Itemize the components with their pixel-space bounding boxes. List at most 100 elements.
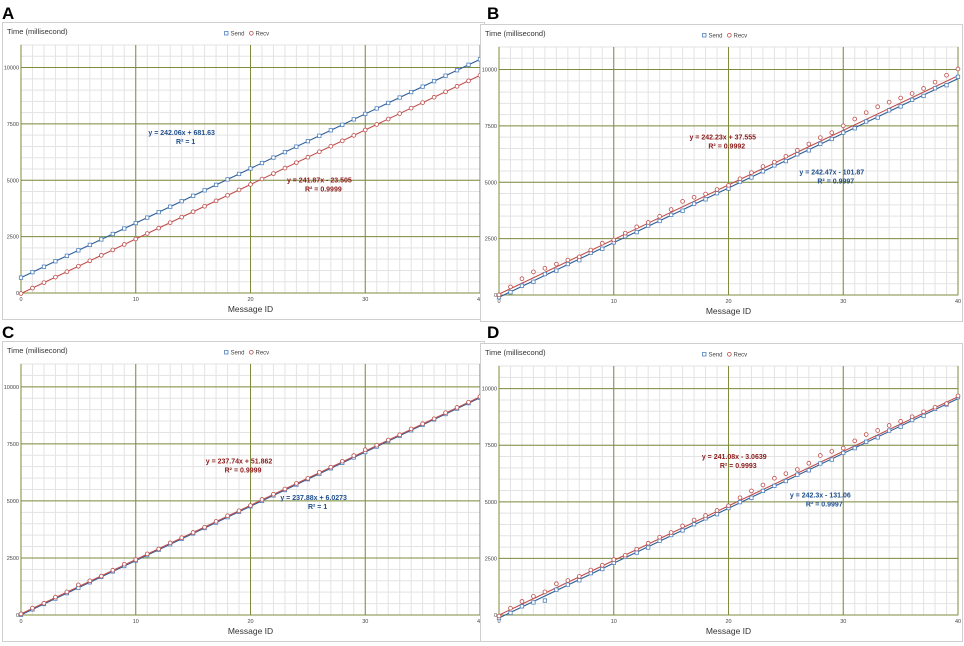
data-point-send [657,218,662,224]
data-point-send [818,141,823,146]
data-point-recv [714,187,720,192]
data-point-send [259,160,265,166]
data-point-recv [932,79,938,85]
x-tick-label: 40 [955,299,961,305]
data-point-send [749,495,754,500]
y-tick-label: 7500 [485,443,497,449]
data-point-send [156,210,161,215]
data-point-recv [840,123,846,129]
data-point-recv [944,401,949,406]
data-point-recv [420,421,425,427]
data-point-send [852,446,857,451]
x-tick-label: 10 [133,619,139,625]
data-point-recv [202,203,207,209]
data-point-recv [385,116,391,122]
data-point-recv [167,220,173,225]
data-point-recv [53,274,58,280]
data-point-send [783,158,788,164]
data-point-send [122,226,127,231]
data-point-send [508,610,513,616]
data-point-send [466,62,471,67]
data-point-send [168,204,173,209]
data-point-recv [53,594,58,600]
data-point-recv [944,73,949,78]
data-point-recv [121,562,127,567]
data-point-send [519,283,525,288]
data-point-recv [531,269,536,275]
data-point-recv [760,482,766,488]
data-point-recv [99,253,104,258]
data-point-send [875,115,880,120]
data-point-recv [611,237,617,243]
data-point-recv [909,414,915,420]
data-point-recv [829,130,835,135]
data-point-recv [496,292,502,298]
chart-b: 0 10 20 30 40 0 2500 5000 7500 10000 Time (millise… [482,29,961,316]
data-point-recv [397,111,402,116]
data-point-recv [622,552,628,558]
data-point-recv [657,535,662,540]
data-point-send [145,215,150,220]
data-point-recv [898,419,903,424]
y-tick-label: 0 [494,293,497,299]
data-point-recv [519,599,525,604]
panel-label-a: A [2,4,15,23]
data-point-send [110,231,115,237]
equation-send: y = 237.88x + 6.0273 [280,495,347,502]
data-point-recv [886,423,892,428]
data-point-recv [634,546,640,552]
data-point-send [397,95,402,100]
data-point-send [691,201,697,206]
data-point-recv [351,133,357,138]
data-point-recv [714,508,720,513]
data-point-send [646,545,651,550]
equation-send: y = 242.47x - 101.87 [799,169,864,176]
data-point-recv [443,89,448,95]
data-point-recv [519,276,525,282]
legend: Send Recv [702,33,747,39]
data-point-send [921,413,926,419]
data-point-send [542,598,548,603]
data-point-send [864,439,869,444]
data-point-recv [668,207,674,212]
data-point-recv [156,546,162,552]
data-point-recv [248,182,253,187]
data-point-send [921,93,926,99]
data-point-send [386,100,391,106]
legend: Send Recv [224,350,269,356]
panel-label-b: B [487,4,500,23]
legend-marker-send [702,352,707,357]
series-send [18,57,483,280]
y-axis-label: Time (millisecond) [485,29,546,38]
data-point-recv [225,193,230,198]
gridlines [20,363,481,616]
data-point-recv [99,573,104,579]
y-axis-label: Time (millisecond) [7,346,68,355]
data-point-send [41,264,47,269]
data-point-send [841,130,846,135]
data-point-send [554,268,559,273]
data-point-recv [599,562,605,568]
legend-marker-send [224,31,229,36]
data-point-recv [645,540,651,546]
data-point-send [875,435,880,440]
data-point-send [64,253,70,258]
data-point-send [202,188,207,193]
y-tick-label: 0 [16,291,19,297]
r-squared-recv: R² = 0.9999 [305,187,342,194]
data-point-recv [133,236,139,242]
x-tick-label: 0 [19,297,22,303]
data-point-send [18,275,24,280]
data-point-send [225,177,230,182]
data-point-send [680,528,685,533]
data-point-send [898,104,903,109]
chart-panel-b: 0 10 20 30 40 0 2500 5000 7500 10000 Time (millise… [480,24,963,322]
data-point-recv [783,153,789,159]
data-point-recv [408,105,414,111]
data-point-send [714,512,720,517]
data-point-recv [431,416,437,422]
data-point-recv [588,247,594,253]
x-tick-label: 0 [497,619,500,625]
data-point-recv [156,225,162,231]
data-point-recv [30,285,35,291]
